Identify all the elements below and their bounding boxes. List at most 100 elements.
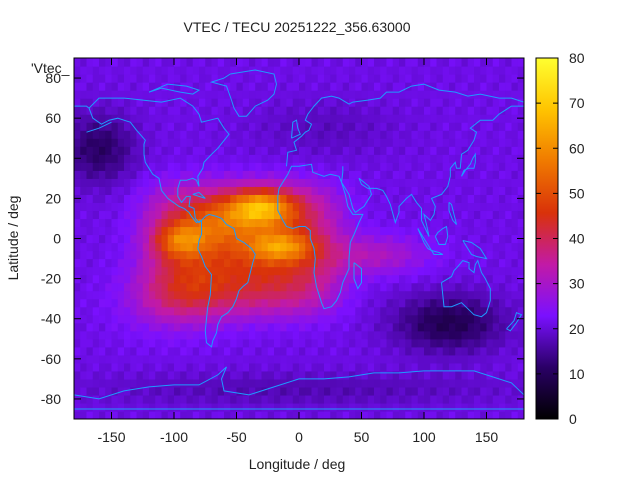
heatmap-cell	[205, 234, 213, 244]
heatmap-cell	[205, 186, 213, 195]
heatmap-cell	[336, 186, 344, 195]
heatmap-cell	[486, 306, 494, 316]
heatmap-cell	[236, 314, 244, 324]
heatmap-cell	[349, 306, 356, 316]
heatmap-cell	[417, 410, 425, 419]
heatmap-cell	[424, 210, 431, 220]
heatmap-cell	[261, 402, 269, 412]
heatmap-cell	[405, 114, 413, 123]
heatmap-cell	[124, 402, 131, 412]
heatmap-cell	[211, 106, 219, 115]
heatmap-cell	[324, 146, 331, 155]
heatmap-cell	[511, 162, 519, 171]
heatmap-cell	[211, 162, 219, 171]
heatmap-cell	[117, 250, 125, 260]
heatmap-cell	[192, 138, 200, 147]
heatmap-cell	[436, 210, 444, 220]
heatmap-cell	[399, 210, 406, 220]
heatmap-cell	[236, 386, 244, 396]
heatmap-cell	[230, 122, 238, 131]
heatmap-cell	[405, 394, 413, 404]
heatmap-cell	[505, 186, 513, 195]
heatmap-cell	[361, 210, 369, 220]
heatmap-cell	[380, 146, 388, 155]
heatmap-cell	[374, 234, 381, 244]
heatmap-cell	[330, 194, 338, 203]
heatmap-cell	[467, 306, 475, 316]
heatmap-cell	[430, 170, 438, 179]
heatmap-cell	[336, 82, 344, 91]
heatmap-cell	[136, 362, 144, 372]
heatmap-cell	[186, 322, 194, 332]
heatmap-cell	[161, 394, 169, 404]
heatmap-cell	[192, 114, 200, 123]
heatmap-cell	[236, 394, 244, 404]
heatmap-cell	[392, 402, 400, 412]
heatmap-cell	[136, 226, 144, 236]
heatmap-cell	[136, 146, 144, 155]
heatmap-cell	[267, 378, 275, 388]
heatmap-cell	[380, 186, 388, 195]
heatmap-cell	[361, 370, 369, 380]
heatmap-cell	[161, 266, 169, 276]
heatmap-cell	[249, 378, 256, 388]
heatmap-cell	[336, 114, 344, 123]
heatmap-cell	[142, 322, 150, 332]
heatmap-cell	[292, 74, 300, 83]
heatmap-cell	[255, 98, 263, 107]
heatmap-cell	[349, 266, 356, 276]
heatmap-cell	[86, 154, 94, 163]
colorbar-tick-label: 50	[569, 185, 585, 201]
heatmap-cell	[417, 250, 425, 260]
heatmap-cell	[167, 274, 175, 284]
heatmap-cell	[299, 138, 306, 147]
heatmap-cell	[136, 234, 144, 244]
heatmap-cell	[180, 122, 188, 131]
heatmap-cell	[499, 266, 506, 276]
heatmap-cell	[274, 162, 281, 171]
heatmap-cell	[292, 82, 300, 91]
heatmap-cell	[386, 146, 394, 155]
heatmap-cell	[442, 330, 450, 340]
heatmap-cell	[224, 282, 231, 292]
heatmap-cell	[305, 394, 313, 404]
heatmap-cell	[374, 66, 381, 75]
heatmap-cell	[99, 306, 106, 316]
heatmap-cell	[274, 114, 281, 123]
heatmap-cell	[130, 314, 138, 324]
heatmap-cell	[80, 154, 88, 163]
heatmap-cell	[349, 194, 356, 203]
heatmap-cell	[386, 90, 394, 99]
heatmap-cell	[424, 378, 431, 388]
heatmap-cell	[161, 146, 169, 155]
heatmap-cell	[92, 402, 100, 412]
heatmap-cell	[167, 314, 175, 324]
heatmap-cell	[355, 314, 363, 324]
heatmap-cell	[105, 90, 113, 99]
heatmap-cell	[355, 82, 363, 91]
heatmap-cell	[224, 346, 231, 356]
heatmap-cell	[442, 274, 450, 284]
heatmap-cell	[311, 370, 319, 380]
heatmap-cell	[255, 394, 263, 404]
heatmap-cell	[430, 138, 438, 147]
heatmap-cell	[92, 90, 100, 99]
heatmap-cell	[411, 82, 419, 91]
heatmap-cell	[111, 394, 119, 404]
heatmap-cell	[130, 258, 138, 268]
heatmap-cell	[230, 218, 238, 228]
heatmap-cell	[517, 338, 524, 348]
heatmap-cell	[167, 186, 175, 195]
heatmap-cell	[192, 186, 200, 195]
heatmap-cell	[461, 330, 469, 340]
heatmap-cell	[274, 258, 281, 268]
heatmap-cell	[136, 290, 144, 300]
heatmap-cell	[374, 114, 381, 123]
heatmap-cell	[355, 106, 363, 115]
heatmap-cell	[180, 378, 188, 388]
heatmap-cell	[211, 194, 219, 203]
heatmap-cell	[374, 138, 381, 147]
heatmap-cell	[486, 138, 494, 147]
heatmap-cell	[186, 82, 194, 91]
heatmap-cell	[267, 338, 275, 348]
